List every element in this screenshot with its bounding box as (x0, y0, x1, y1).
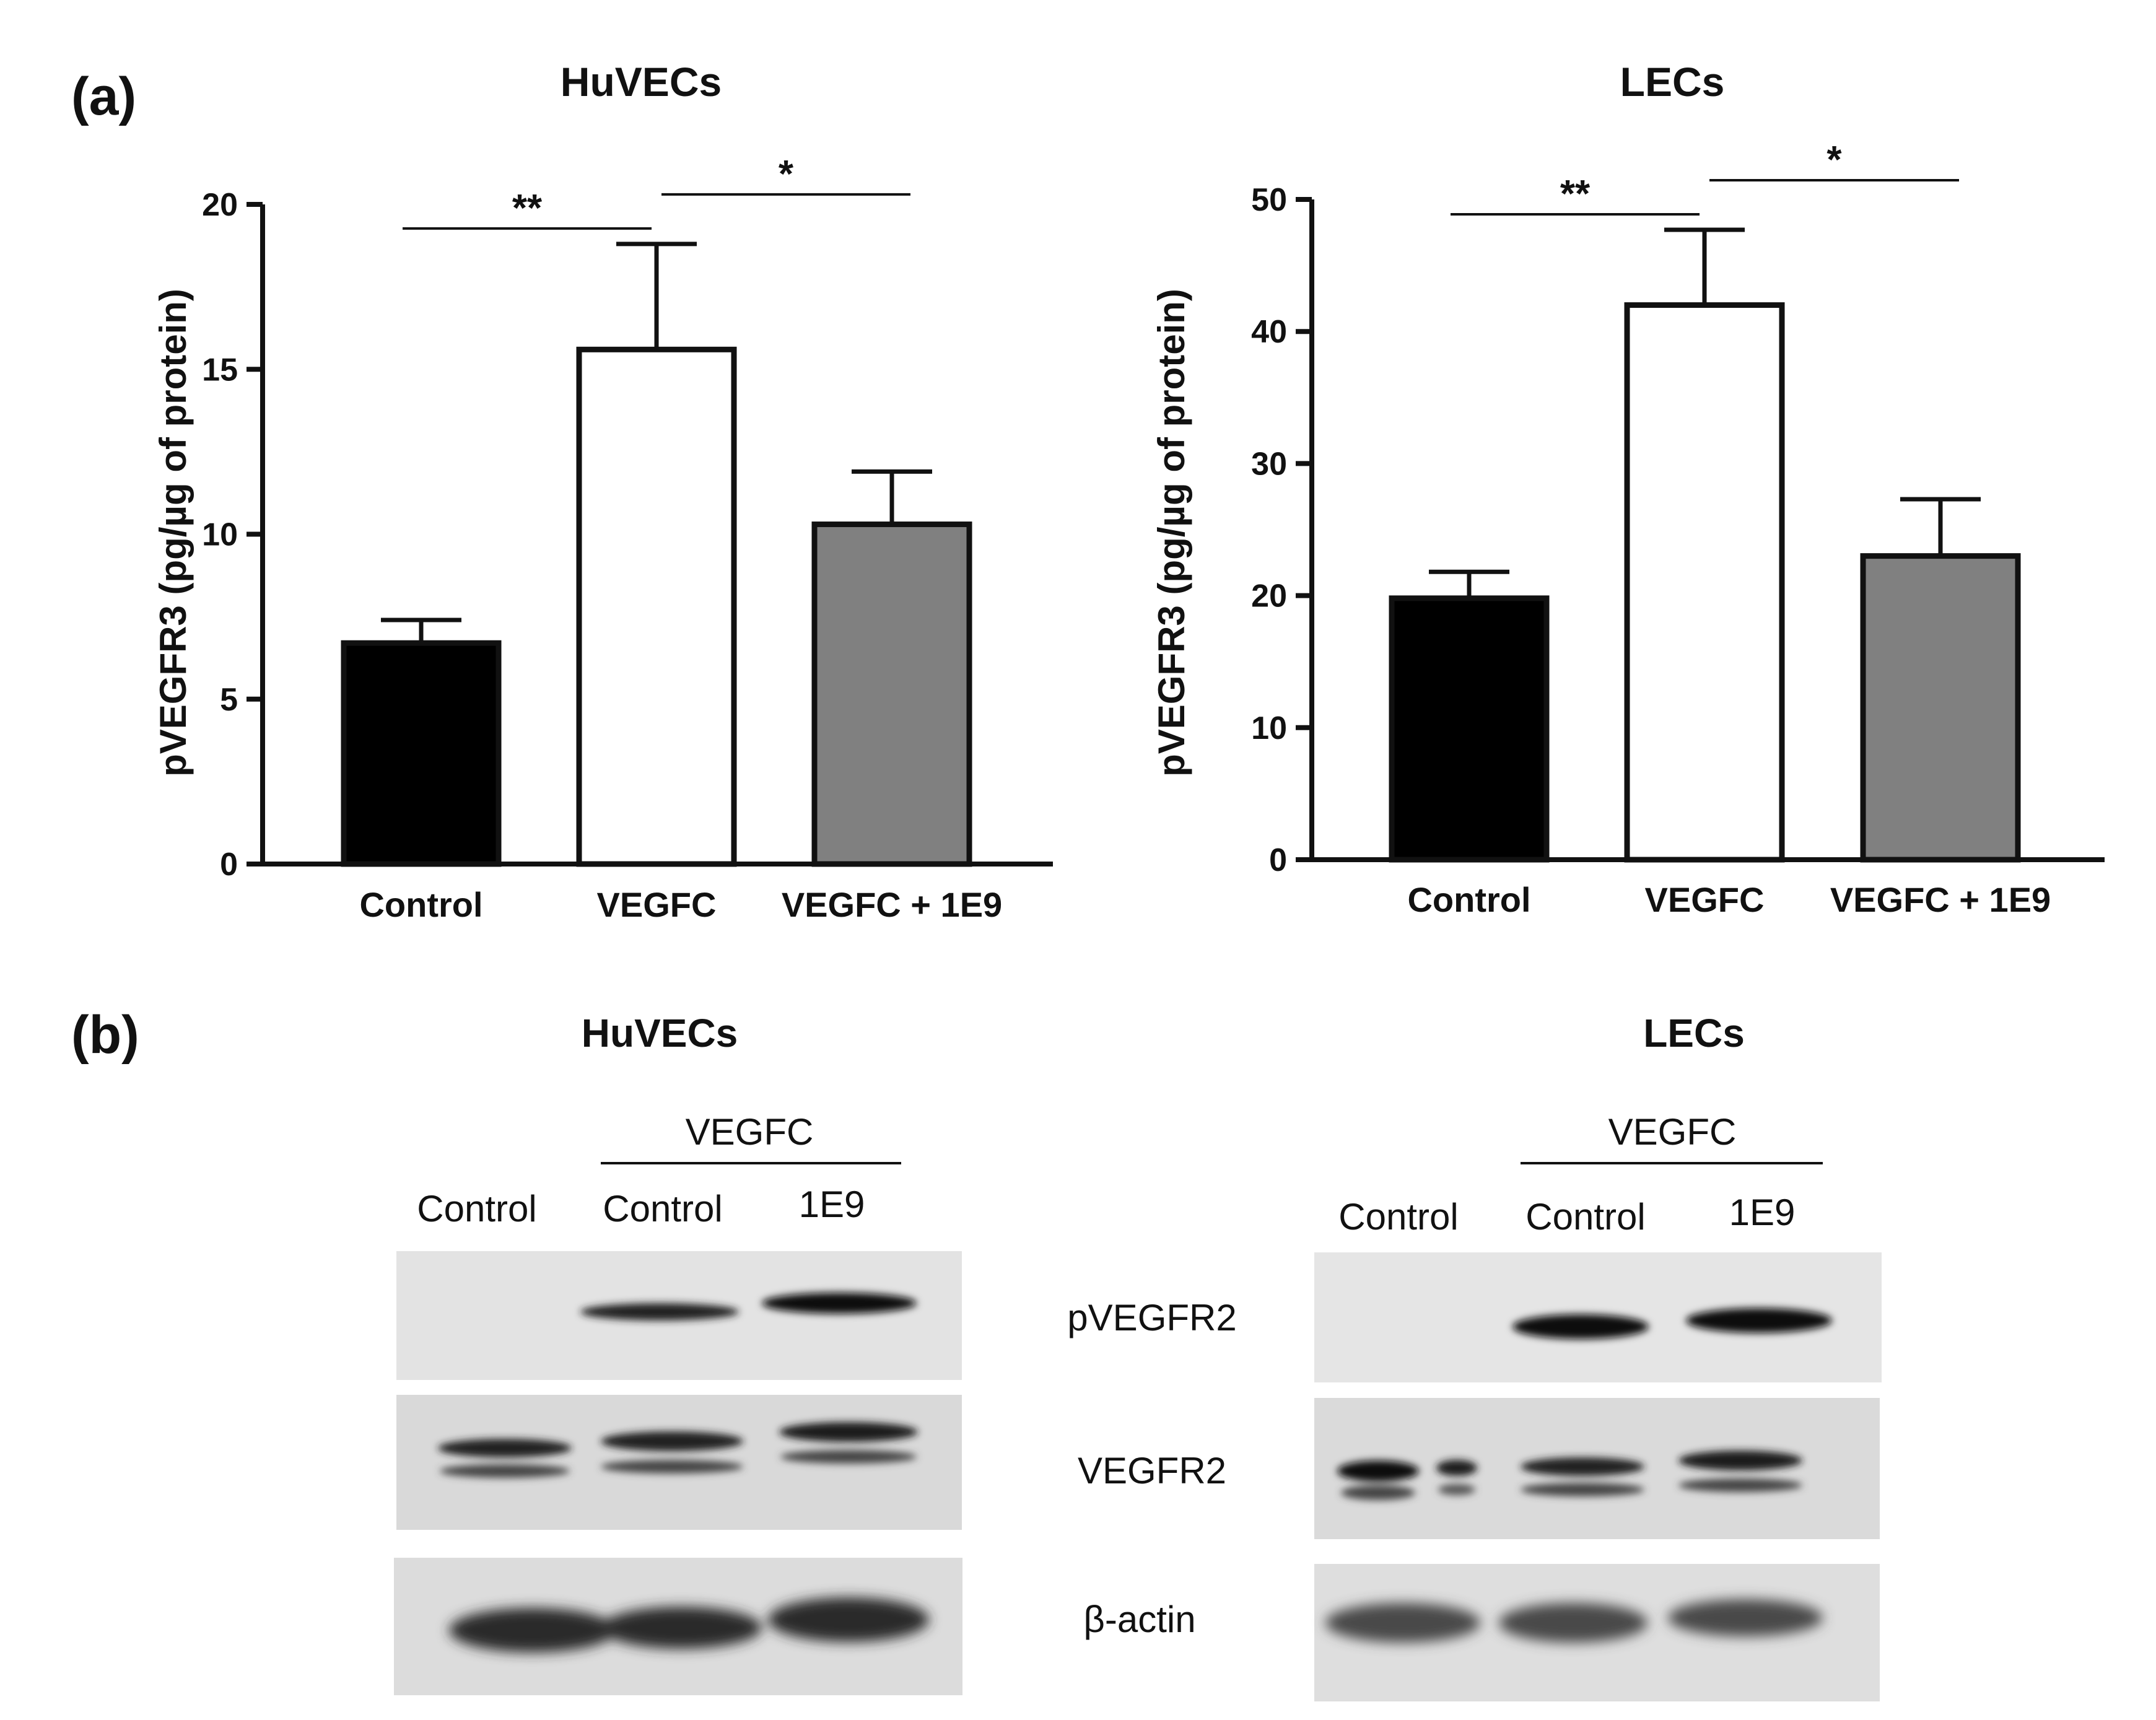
y-tick-label: 20 (202, 187, 238, 223)
y-axis-label: pVEGFR3 (pg/µg of protein) (152, 289, 194, 777)
row-label: β-actin (1083, 1599, 1195, 1640)
chart-title: LECs (1620, 59, 1725, 105)
y-tick-label: 30 (1251, 446, 1287, 482)
category-labels: Control VEGFC VEGFC + 1E9 (1407, 880, 2051, 919)
lane-label: 1E9 (1729, 1192, 1796, 1233)
blot-title: HuVECs (582, 1011, 738, 1055)
blot-band (762, 1293, 917, 1314)
significance-label: ** (512, 187, 543, 230)
blot-panel-huvecs: HuVECs VEGFC Control Control 1E9 (394, 1011, 962, 1695)
treatment-label: VEGFC (1608, 1111, 1737, 1153)
y-tick-label: 50 (1251, 182, 1287, 218)
blot-band (780, 1450, 917, 1464)
blot-band (1686, 1308, 1832, 1333)
y-tick-label: 15 (202, 352, 238, 388)
lane-label: Control (417, 1188, 536, 1229)
significance-label: * (1826, 139, 1842, 181)
bar (1624, 302, 1785, 863)
lane-label: Control (1338, 1196, 1458, 1238)
significance-label: * (779, 153, 794, 196)
blot-band (580, 1303, 739, 1321)
y-tick-label: 5 (220, 682, 238, 718)
bar (341, 640, 502, 867)
blot-band (438, 1439, 572, 1457)
blot-band (1325, 1603, 1480, 1643)
band-group (1337, 1451, 1802, 1500)
y-tick-label: 0 (1269, 842, 1287, 878)
blot-band (1438, 1484, 1475, 1495)
y-tick-label: 40 (1251, 314, 1287, 350)
blot-band (1337, 1460, 1419, 1482)
blot-band (440, 1464, 570, 1478)
category-label: VEGFC + 1E9 (1830, 880, 2051, 919)
bar (1860, 553, 2021, 863)
lane-label: Control (603, 1188, 722, 1229)
blot-band (601, 1431, 743, 1451)
blot-band (768, 1597, 929, 1642)
blot-band (779, 1422, 918, 1442)
significance-label: ** (1560, 173, 1591, 216)
blot-band (1512, 1314, 1649, 1339)
category-labels: Control VEGFC VEGFC + 1E9 (359, 885, 1002, 924)
y-tick-label: 20 (1251, 578, 1287, 614)
category-label: Control (1407, 880, 1530, 919)
blot-band (1341, 1485, 1415, 1500)
y-axis-label: pVEGFR3 (pg/µg of protein) (1151, 289, 1192, 777)
panel-b-label: (b) (71, 1005, 139, 1065)
blot-band (1668, 1599, 1823, 1636)
blot-band (601, 1460, 743, 1473)
blot-band (1678, 1478, 1802, 1492)
bars (341, 242, 972, 867)
blot-band (1521, 1457, 1644, 1476)
category-label: VEGFC + 1E9 (782, 885, 1002, 924)
chart-title: HuVECs (561, 59, 722, 105)
bars (1389, 227, 2021, 863)
y-ticks: 0 10 20 30 40 50 (1251, 182, 1312, 878)
y-tick-label: 10 (1251, 710, 1287, 746)
lane-label: 1E9 (799, 1184, 865, 1225)
blot-band (1499, 1603, 1648, 1643)
chart-lecs: LECs pVEGFR3 (pg/µg of protein) 0 10 20 30 4… (1151, 59, 2105, 919)
band-group (1512, 1308, 1832, 1339)
bar (1389, 595, 1550, 863)
band-group (449, 1597, 929, 1652)
significance-markers: *** (1451, 139, 1959, 216)
y-ticks: 0 5 10 15 20 (202, 187, 263, 883)
band-group (1325, 1599, 1823, 1643)
blot-band (449, 1608, 616, 1652)
blot-panel-lecs: LECs VEGFC Control Control 1E9 (1314, 1011, 1882, 1701)
y-tick-label: 0 (220, 847, 238, 883)
bar (811, 522, 972, 867)
row-label: VEGFR2 (1078, 1450, 1226, 1491)
blot-band (601, 1607, 762, 1649)
blot-band (1678, 1451, 1802, 1470)
blot-title: LECs (1643, 1011, 1745, 1055)
blot-band (1436, 1460, 1477, 1476)
band-group (438, 1422, 918, 1478)
category-label: VEGFC (1645, 880, 1765, 919)
category-label: VEGFC (597, 885, 717, 924)
category-label: Control (359, 885, 482, 924)
bar (576, 346, 737, 867)
panel-a-label: (a) (71, 67, 136, 126)
lane-label: Control (1525, 1196, 1645, 1238)
y-tick-label: 10 (202, 517, 238, 553)
row-label: pVEGFR2 (1067, 1297, 1236, 1338)
treatment-label: VEGFC (686, 1111, 814, 1153)
significance-markers: *** (403, 153, 910, 230)
band-group (580, 1293, 917, 1321)
blot-band (1521, 1483, 1644, 1496)
chart-huvecs: HuVECs pVEGFR3 (pg/µg of protein) 0 5 10 15… (152, 59, 1053, 924)
